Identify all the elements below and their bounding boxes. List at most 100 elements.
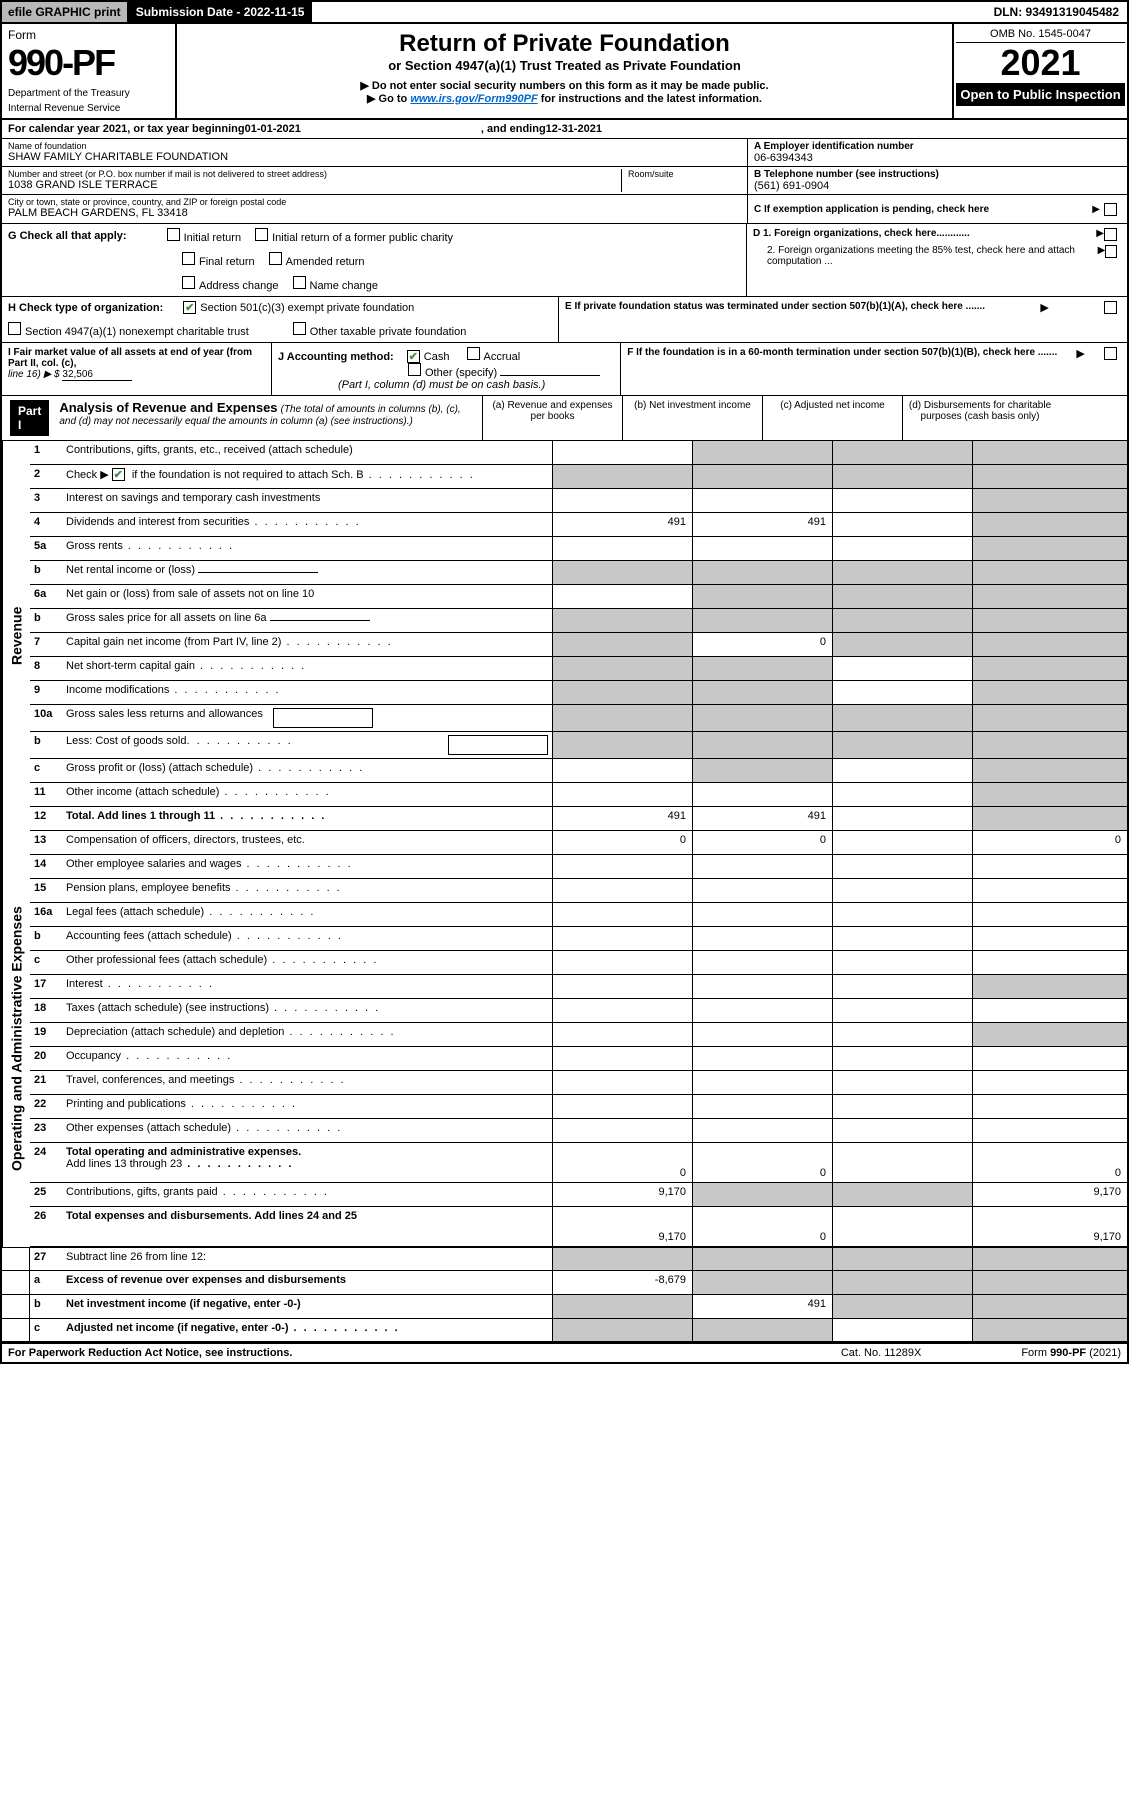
c-label: C If exemption application is pending, c… [754, 204, 989, 215]
expenses-section: Operating and Administrative Expenses 13… [2, 831, 1127, 1247]
r11: Other income (attach schedule) [62, 783, 552, 806]
header-right: OMB No. 1545-0047 2021 Open to Public In… [952, 24, 1127, 118]
h-label: H Check type of organization: [8, 302, 163, 314]
r3: Interest on savings and temporary cash i… [62, 489, 552, 512]
r8: Net short-term capital gain [62, 657, 552, 680]
g-o1: Initial return [184, 232, 241, 244]
form-container: efile GRAPHIC print Submission Date - 20… [0, 0, 1129, 1364]
form-number: 990-PF [8, 42, 169, 84]
cal-end: 12-31-2021 [546, 123, 602, 135]
col-a-header: (a) Revenue and expenses per books [482, 396, 622, 440]
j-label: J Accounting method: [278, 351, 394, 363]
footer-right: Form 990-PF (2021) [1021, 1347, 1121, 1359]
g-address-checkbox[interactable] [182, 276, 195, 289]
r4-a: 491 [552, 513, 692, 536]
r13-d: 0 [972, 831, 1127, 854]
r23: Other expenses (attach schedule) [62, 1119, 552, 1142]
part1-label: Part I [10, 400, 49, 436]
g-final-checkbox[interactable] [182, 252, 195, 265]
topbar: efile GRAPHIC print Submission Date - 20… [2, 2, 1127, 24]
g-initial-former-checkbox[interactable] [255, 228, 268, 241]
r2-checkbox[interactable]: ✔ [112, 468, 125, 481]
j-o2: Accrual [484, 351, 521, 363]
room-label: Room/suite [628, 169, 741, 179]
city: PALM BEACH GARDENS, FL 33418 [8, 207, 741, 219]
f-label: F If the foundation is in a 60-month ter… [627, 347, 1057, 358]
revenue-section: Revenue 1Contributions, gifts, grants, e… [2, 441, 1127, 831]
j-note: (Part I, column (d) must be on cash basi… [338, 379, 545, 391]
r26-d: 9,170 [972, 1207, 1127, 1246]
r4-b: 491 [692, 513, 832, 536]
omb: OMB No. 1545-0047 [956, 26, 1125, 43]
e-checkbox[interactable] [1104, 301, 1117, 314]
section-f: F If the foundation is in a 60-month ter… [621, 343, 1127, 395]
r24-b: 0 [692, 1143, 832, 1182]
expenses-side-label: Operating and Administrative Expenses [2, 831, 30, 1247]
g-label: G Check all that apply: [8, 230, 127, 242]
header-left: Form 990-PF Department of the Treasury I… [2, 24, 177, 118]
foundation-name: SHAW FAMILY CHARITABLE FOUNDATION [8, 151, 741, 163]
r2: Check ▶ ✔ if the foundation is not requi… [62, 465, 552, 488]
g-o4: Amended return [286, 256, 365, 268]
part1-header-row: Part I Analysis of Revenue and Expenses … [2, 396, 1127, 441]
g-amended-checkbox[interactable] [269, 252, 282, 265]
r6b: Gross sales price for all assets on line… [62, 609, 552, 632]
r7-b: 0 [692, 633, 832, 656]
col-d-header: (d) Disbursements for charitable purpose… [902, 396, 1057, 440]
section-h-e: H Check type of organization: ✔Section 5… [2, 297, 1127, 343]
r5b: Net rental income or (loss) [62, 561, 552, 584]
r6a: Net gain or (loss) from sale of assets n… [62, 585, 552, 608]
g-name-checkbox[interactable] [293, 276, 306, 289]
d1-checkbox[interactable] [1104, 228, 1117, 241]
r27a: Excess of revenue over expenses and disb… [62, 1271, 552, 1294]
r16a: Legal fees (attach schedule) [62, 903, 552, 926]
id-left: Name of foundation SHAW FAMILY CHARITABL… [2, 139, 747, 223]
phone-label: B Telephone number (see instructions) [754, 169, 1121, 180]
header-center: Return of Private Foundation or Section … [177, 24, 952, 118]
r27a-a: -8,679 [552, 1271, 692, 1294]
r22: Printing and publications [62, 1095, 552, 1118]
g-o5: Address change [199, 280, 279, 292]
g-o2: Initial return of a former public charit… [272, 232, 453, 244]
h-other-checkbox[interactable] [293, 322, 306, 335]
calendar-year-row: For calendar year 2021, or tax year begi… [2, 120, 1127, 139]
h-o3: Other taxable private foundation [310, 326, 467, 338]
footer-mid: Cat. No. 11289X [841, 1347, 922, 1359]
r26-a: 9,170 [552, 1207, 692, 1246]
tax-year: 2021 [956, 43, 1125, 83]
r24-d: 0 [972, 1143, 1127, 1182]
phone: (561) 691-0904 [754, 180, 1121, 192]
i-line: line 16) ▶ $ [8, 369, 62, 380]
col-b-header: (b) Net investment income [622, 396, 762, 440]
g-o3: Final return [199, 256, 255, 268]
j-cash-checkbox[interactable]: ✔ [407, 350, 420, 363]
part1-title-cell: Part I Analysis of Revenue and Expenses … [2, 396, 482, 440]
g-initial-checkbox[interactable] [167, 228, 180, 241]
j-accrual-checkbox[interactable] [467, 347, 480, 360]
r26: Total expenses and disbursements. Add li… [62, 1207, 552, 1246]
r12-b: 491 [692, 807, 832, 830]
form-link[interactable]: www.irs.gov/Form990PF [410, 93, 537, 105]
address: 1038 GRAND ISLE TERRACE [8, 179, 621, 191]
form-header: Form 990-PF Department of the Treasury I… [2, 24, 1127, 120]
d2-checkbox[interactable] [1105, 245, 1117, 258]
e-label: E If private foundation status was termi… [565, 301, 985, 312]
r4: Dividends and interest from securities [62, 513, 552, 536]
g-o6: Name change [310, 280, 379, 292]
j-other-checkbox[interactable] [408, 363, 421, 376]
h-4947-checkbox[interactable] [8, 322, 21, 335]
c-checkbox[interactable] [1104, 203, 1117, 216]
i-value: 32,506 [62, 369, 132, 381]
section-g-d: G Check all that apply: Initial return I… [2, 224, 1127, 297]
section-e: E If private foundation status was termi… [559, 297, 1127, 342]
revenue-rows: 1Contributions, gifts, grants, etc., rec… [30, 441, 1127, 831]
ein-label: A Employer identification number [754, 141, 1121, 152]
h-501c3-checkbox[interactable]: ✔ [183, 301, 196, 314]
r7: Capital gain net income (from Part IV, l… [62, 633, 552, 656]
cal-mid: , and ending [481, 123, 546, 135]
r25: Contributions, gifts, grants paid [62, 1183, 552, 1206]
instr2-pre: ▶ Go to [367, 93, 410, 105]
efile-print-button[interactable]: efile GRAPHIC print [2, 2, 128, 22]
f-checkbox[interactable] [1104, 347, 1117, 360]
r20: Occupancy [62, 1047, 552, 1070]
